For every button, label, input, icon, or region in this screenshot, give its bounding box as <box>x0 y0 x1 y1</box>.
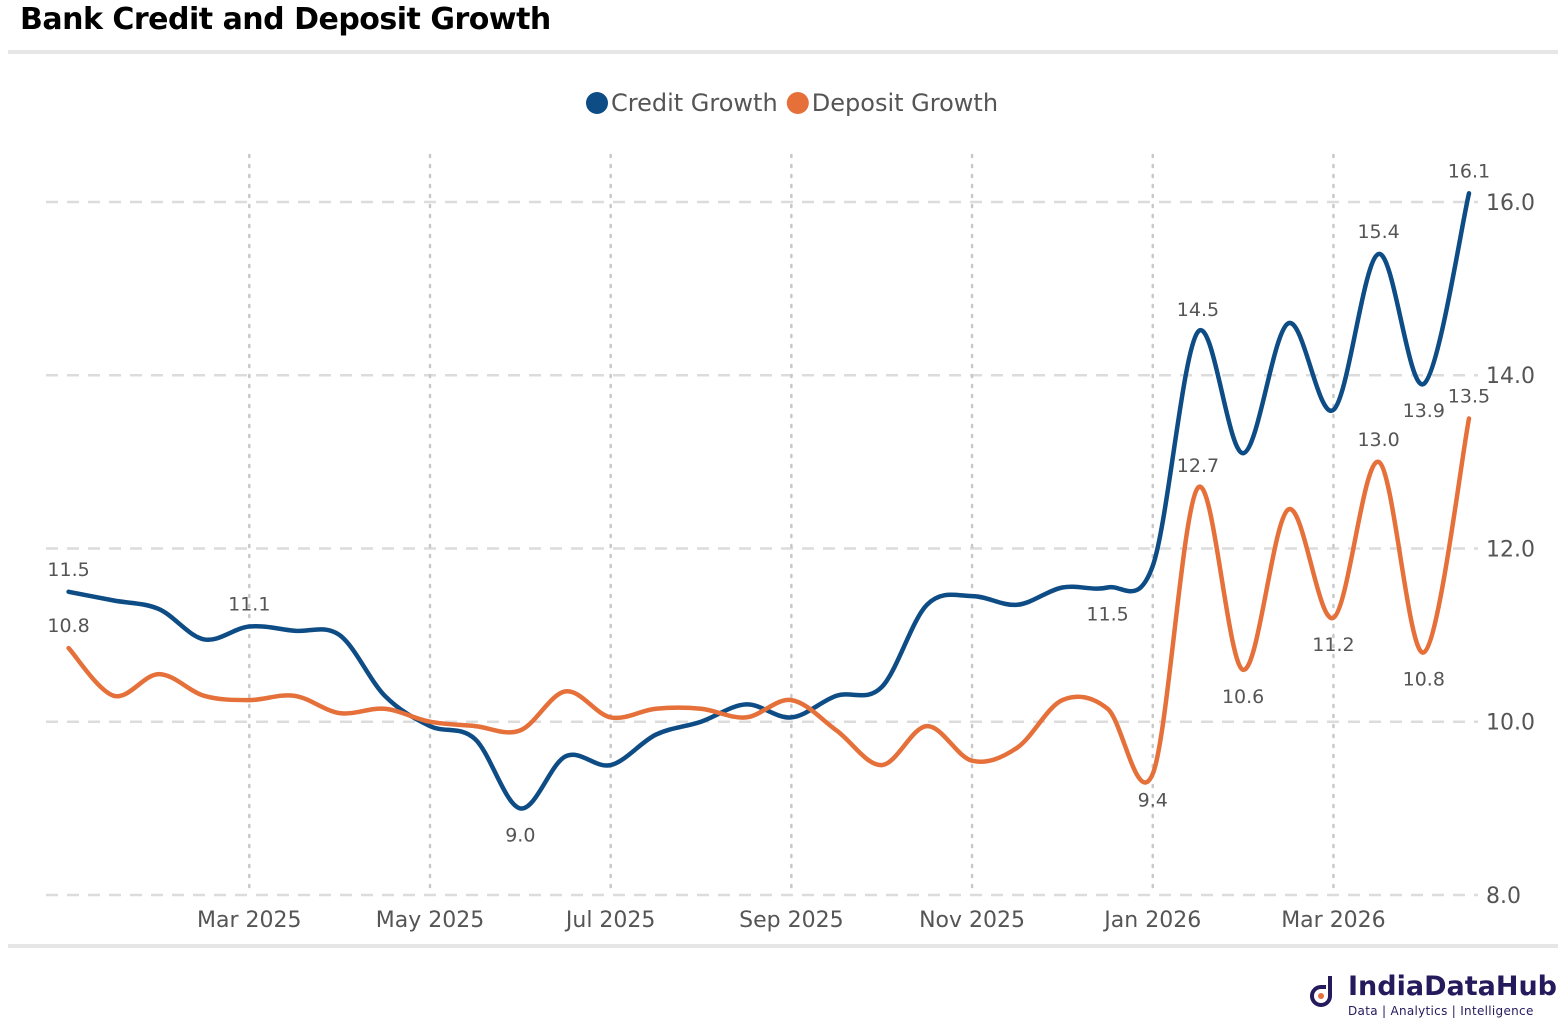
chart-series <box>66 191 1472 811</box>
chart-axes: 8.0 10.0 12.0 14.0 16.0 Mar 2025 May 2025 Jul 2… <box>197 191 1535 933</box>
credit-growth-data-label-3: 11.5 <box>1086 603 1128 625</box>
x-tick-label-5: Jan 2026 <box>1102 908 1201 933</box>
legend-label-0: Credit Growth <box>611 89 778 117</box>
x-tick-label-1: May 2025 <box>376 908 484 933</box>
credit-growth-data-label-1: 11.1 <box>228 593 270 615</box>
y-tick-label-1: 10.0 <box>1486 711 1535 736</box>
y-tick-label-0: 8.0 <box>1486 884 1521 909</box>
x-tick-label-0: Mar 2025 <box>197 908 302 933</box>
chart-legend: Credit Growth Deposit Growth <box>586 89 998 117</box>
brand-logo: IndiaDataHub Data | Analytics | Intellig… <box>1310 972 1557 1018</box>
legend-marker-1 <box>786 92 809 114</box>
credit-growth-data-label-0: 11.5 <box>47 559 89 581</box>
credit-growth-data-label-4: 14.5 <box>1177 299 1219 321</box>
deposit-growth-data-label-3: 10.6 <box>1222 686 1264 708</box>
credit-growth-data-label-6: 13.9 <box>1403 400 1445 422</box>
deposit-growth-data-label-0: 10.8 <box>47 615 89 637</box>
deposit-growth-data-label-6: 10.8 <box>1403 668 1445 690</box>
brand-mark-icon <box>1310 976 1333 1007</box>
data-labels: 11.5 11.1 9.0 11.5 14.5 15.4 13.9 16.1 10.8 9.4 12… <box>47 160 1490 846</box>
credit-growth-data-label-5: 15.4 <box>1357 221 1399 243</box>
deposit-growth-data-label-2: 12.7 <box>1177 455 1219 477</box>
chart-grid <box>46 153 1478 897</box>
legend-label-1: Deposit Growth <box>812 89 998 117</box>
top-divider <box>8 50 1558 54</box>
deposit-growth-data-label-1: 9.4 <box>1138 790 1168 812</box>
y-tick-label-2: 12.0 <box>1486 537 1535 562</box>
bottom-divider <box>8 944 1558 948</box>
credit-growth-line <box>66 191 1472 811</box>
x-tick-label-3: Sep 2025 <box>739 908 843 933</box>
deposit-growth-data-label-7: 13.5 <box>1448 386 1490 408</box>
credit-growth-data-label-2: 9.0 <box>505 824 535 846</box>
deposit-growth-data-label-5: 13.0 <box>1357 429 1399 451</box>
chart-title: Bank Credit and Deposit Growth <box>20 2 551 37</box>
x-tick-label-6: Mar 2026 <box>1281 908 1386 933</box>
credit-growth-data-label-7: 16.1 <box>1448 160 1490 182</box>
brand-tagline: Data | Analytics | Intelligence <box>1348 1004 1534 1018</box>
deposit-growth-data-label-4: 11.2 <box>1312 634 1354 656</box>
brand-name: IndiaDataHub <box>1348 971 1557 1002</box>
x-tick-label-4: Nov 2025 <box>919 908 1025 933</box>
y-tick-label-3: 14.0 <box>1486 364 1535 389</box>
deposit-growth-line <box>66 416 1472 785</box>
x-tick-label-2: Jul 2025 <box>564 908 656 933</box>
legend-marker-0 <box>586 92 608 114</box>
y-tick-label-4: 16.0 <box>1486 191 1535 216</box>
